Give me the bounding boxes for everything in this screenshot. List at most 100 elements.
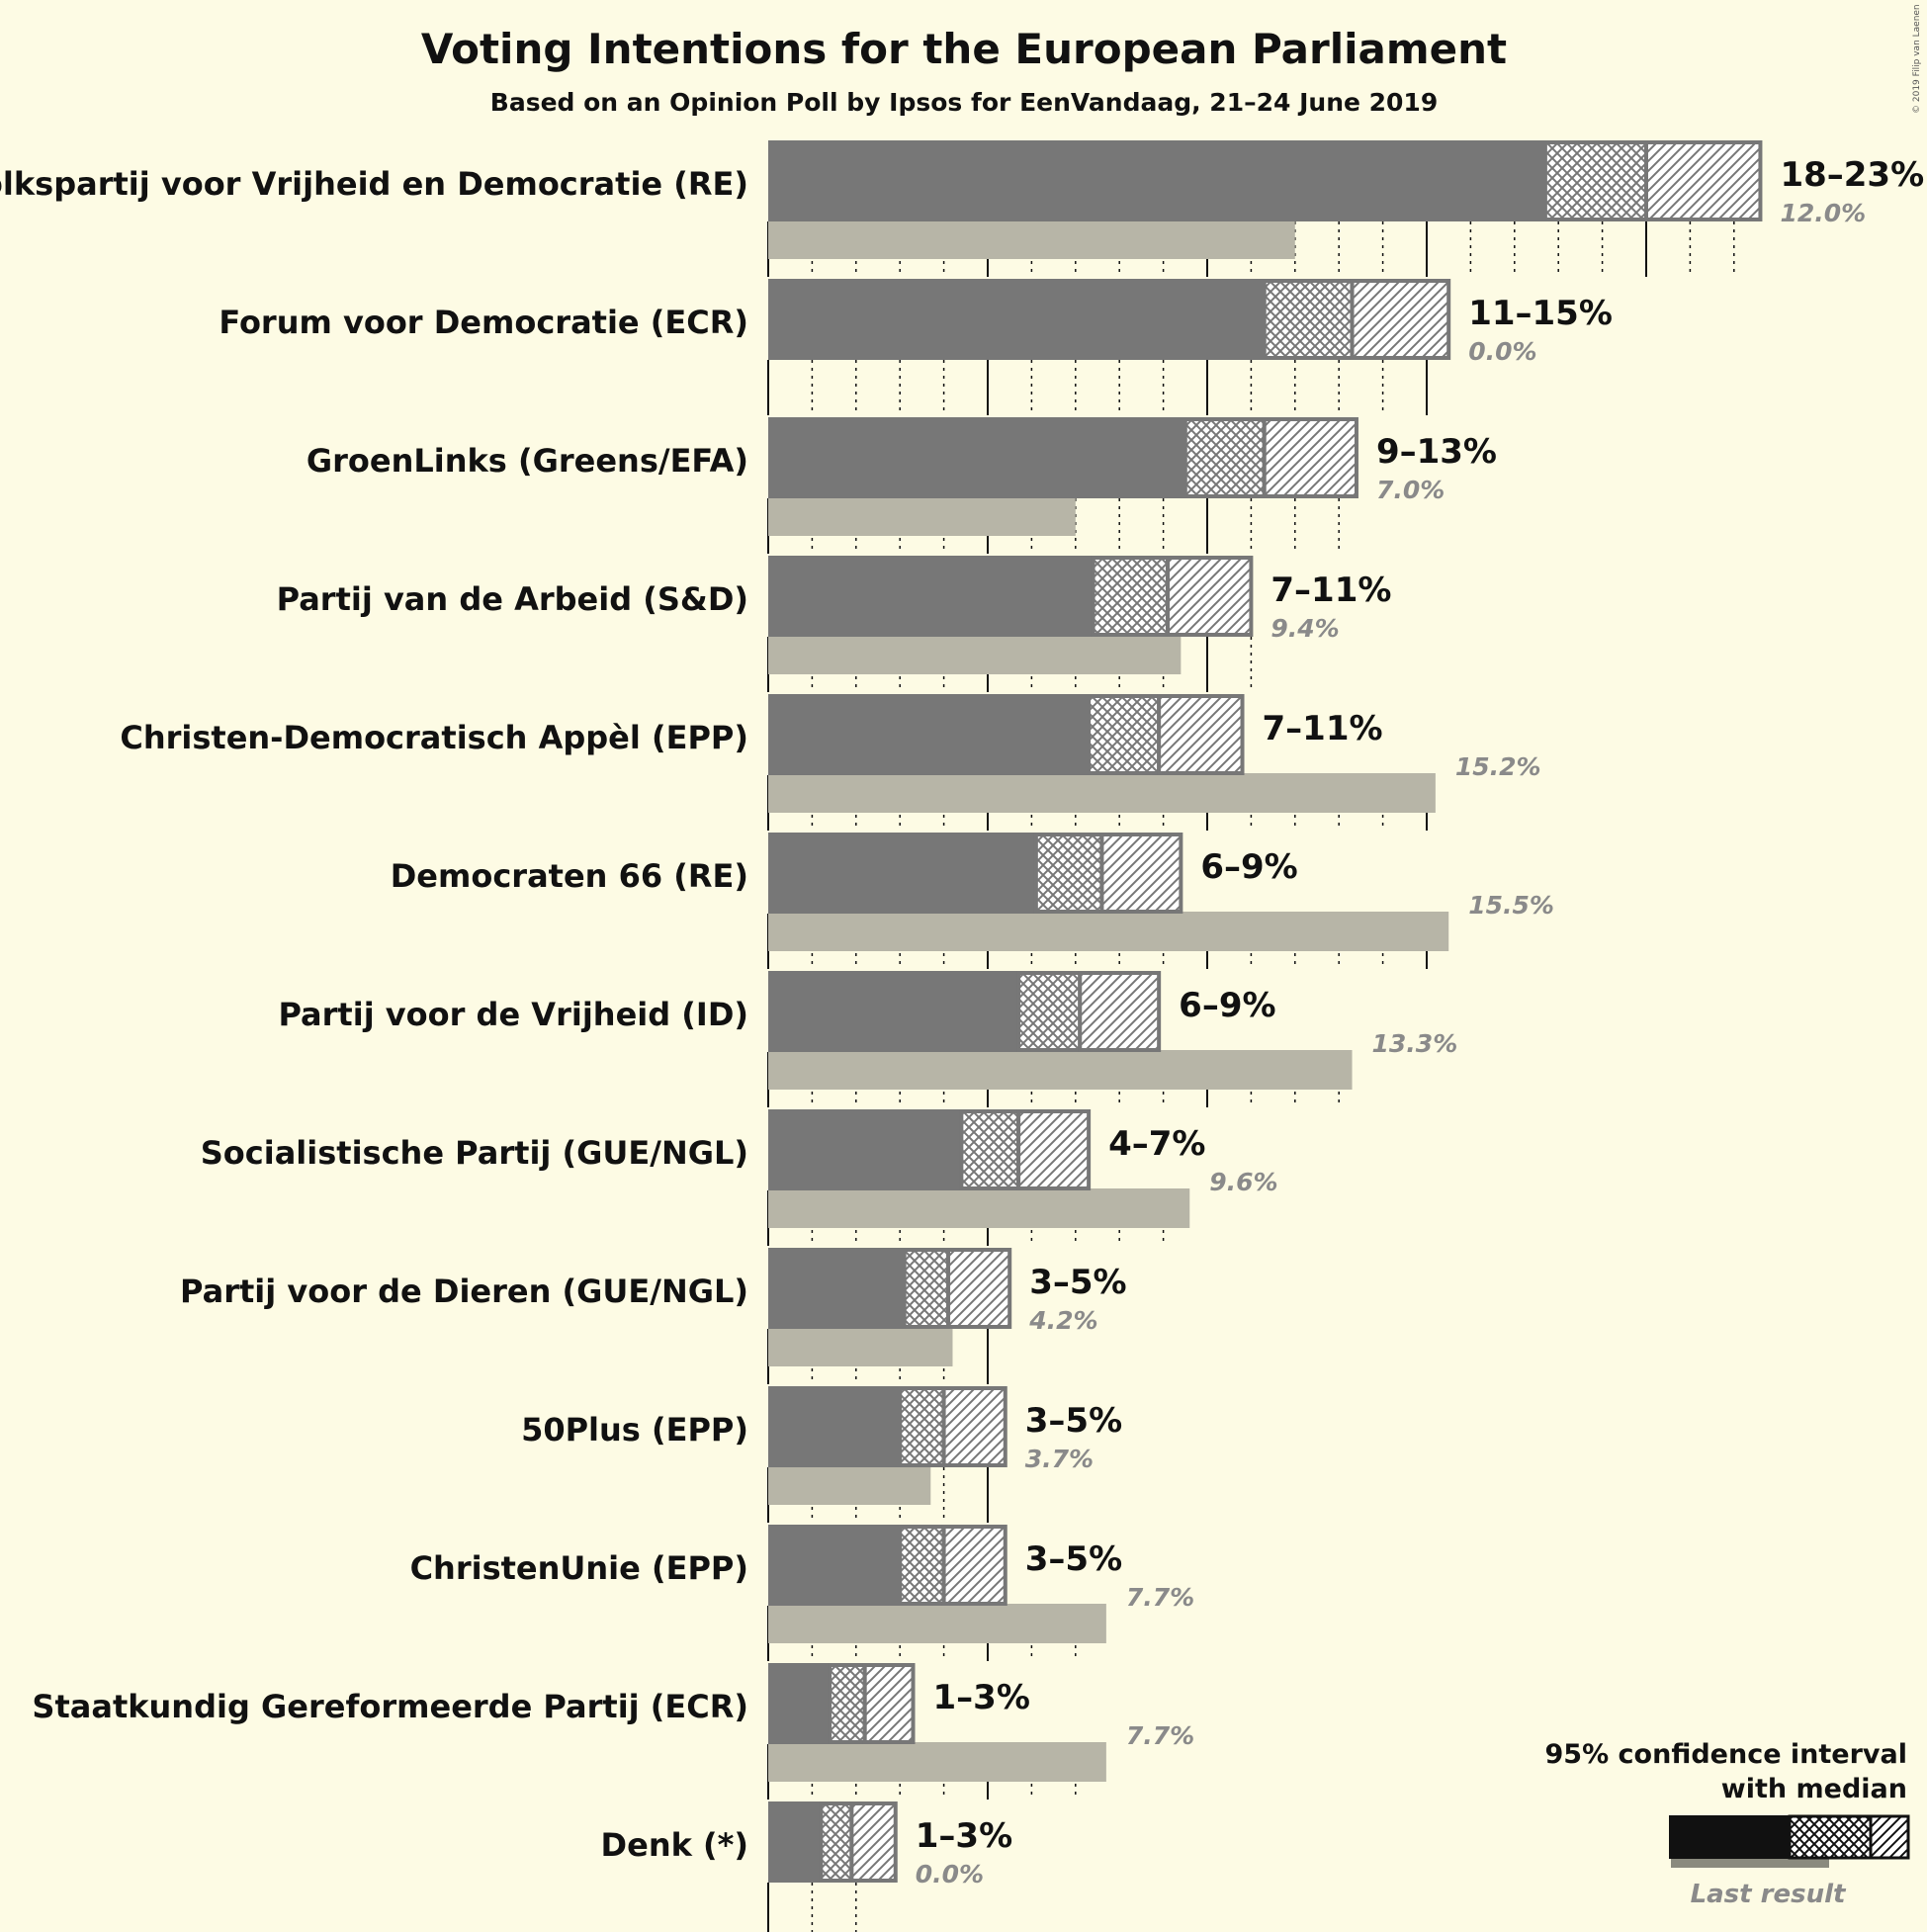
party-label: Partij voor de Dieren (GUE/NGL) [180,1273,748,1310]
last-result-label: 7.7% [1126,1721,1194,1750]
ci-median-high-segment [1350,279,1451,360]
range-label: 3–5% [1025,1539,1122,1579]
ci-lower-bar [768,1109,962,1190]
ci-low-median-segment [1262,279,1355,360]
last-result-label: 7.7% [1126,1583,1194,1612]
ci-lower-bar [768,417,1185,498]
legend-ci-crosshatch-swatch [1788,1814,1873,1860]
legend-ci-hatch-swatch [1869,1814,1910,1860]
range-label: 9–13% [1376,432,1497,472]
ci-low-median-segment [819,1801,854,1883]
chart-title: Voting Intentions for the European Parli… [421,25,1507,73]
ci-lower-bar [768,1801,822,1883]
legend-ci-label-line1: 95% confidence interval [1545,1739,1907,1770]
range-label: 7–11% [1270,571,1391,610]
ci-median-high-segment [946,1248,1012,1329]
legend-last-result-label: Last result [1691,1880,1847,1909]
chart-subtitle: Based on an Opinion Poll by Ipsos for Ee… [490,88,1438,117]
last-result-bar [768,1465,931,1505]
last-result-bar [768,496,1076,536]
ci-lower-bar [768,556,1094,637]
last-result-bar [768,1327,953,1366]
ci-low-median-segment [898,1525,946,1606]
ci-median-high-segment [849,1801,898,1883]
ci-median-high-segment [1166,556,1254,637]
party-label: Democraten 66 (RE) [391,857,748,895]
ci-median-high-segment [1262,417,1358,498]
ci-lower-bar [768,1248,905,1329]
last-result-label: 13.3% [1372,1029,1458,1058]
ci-lower-bar [768,1525,901,1606]
ci-low-median-segment [959,1109,1021,1190]
ci-lower-bar [768,140,1545,221]
party-label: 50Plus (EPP) [521,1411,748,1449]
last-result-bar [768,1742,1106,1782]
range-label: 4–7% [1108,1124,1205,1164]
ci-median-high-segment [1157,694,1245,775]
range-label: 18–23% [1780,155,1924,195]
range-label: 11–15% [1468,294,1613,333]
ci-lower-bar [768,694,1090,775]
last-result-label: 15.5% [1468,891,1554,920]
ci-low-median-segment [1016,971,1083,1052]
ci-median-high-segment [1099,833,1183,914]
ci-median-high-segment [862,1663,916,1744]
ci-median-high-segment [941,1386,1007,1467]
range-label: 3–5% [1029,1263,1126,1302]
last-result-label: 0.0% [1468,337,1536,366]
ci-median-high-segment [1644,140,1763,221]
ci-median-high-segment [941,1525,1007,1606]
ci-lower-bar [768,1663,831,1744]
ci-lower-bar [768,971,1019,1052]
range-label: 1–3% [916,1816,1012,1856]
range-label: 6–9% [1179,986,1275,1025]
party-label: Volkspartij voor Vrijheid en Democratie … [0,165,748,203]
last-result-bar [768,912,1449,951]
last-result-bar [768,220,1295,259]
ci-low-median-segment [898,1386,946,1467]
party-label: GroenLinks (Greens/EFA) [307,442,748,480]
party-label: Denk (*) [601,1826,748,1864]
chart-legend: 95% confidence interval with median Last… [1545,1739,1910,1909]
last-result-label: 0.0% [916,1860,984,1888]
last-result-label: 7.0% [1376,476,1445,504]
ci-lower-bar [768,1386,901,1467]
party-label: ChristenUnie (EPP) [410,1549,748,1587]
legend-ci-solid-swatch [1669,1815,1790,1859]
last-result-label: 9.4% [1270,614,1339,643]
ci-lower-bar [768,833,1036,914]
last-result-label: 9.6% [1209,1168,1277,1196]
ci-low-median-segment [902,1248,951,1329]
last-result-label: 3.7% [1025,1445,1094,1473]
ci-median-high-segment [1078,971,1162,1052]
party-label: Partij voor de Vrijheid (ID) [278,996,748,1033]
party-label: Staatkundig Gereformeerde Partij (ECR) [32,1688,748,1725]
range-label: 3–5% [1025,1401,1122,1441]
party-bars: Volkspartij voor Vrijheid en Democratie … [0,140,1924,1888]
ci-low-median-segment [1091,556,1171,637]
party-label: Socialistische Partij (GUE/NGL) [201,1134,748,1172]
ci-low-median-segment [1033,833,1104,914]
range-label: 7–11% [1263,709,1383,748]
last-result-bar [768,1604,1106,1643]
copyright-notice: © 2019 Filip van Laenen [1912,4,1922,114]
range-label: 1–3% [933,1678,1030,1717]
ci-low-median-segment [1182,417,1267,498]
last-result-label: 12.0% [1780,199,1866,227]
range-label: 6–9% [1200,847,1297,887]
ci-low-median-segment [1542,140,1649,221]
legend-ci-label-line2: with median [1721,1774,1907,1804]
party-label: Forum voor Democratie (ECR) [219,304,748,341]
last-result-bar [768,1050,1353,1090]
last-result-bar [768,773,1436,813]
ci-low-median-segment [828,1663,867,1744]
party-label: Partij van de Arbeid (S&D) [277,580,748,618]
last-result-bar [768,1188,1190,1228]
last-result-label: 4.2% [1028,1306,1097,1335]
last-result-label: 15.2% [1455,752,1541,781]
ci-median-high-segment [1016,1109,1092,1190]
ci-low-median-segment [1087,694,1162,775]
party-label: Christen-Democratisch Appèl (EPP) [120,719,748,756]
ci-lower-bar [768,279,1265,360]
